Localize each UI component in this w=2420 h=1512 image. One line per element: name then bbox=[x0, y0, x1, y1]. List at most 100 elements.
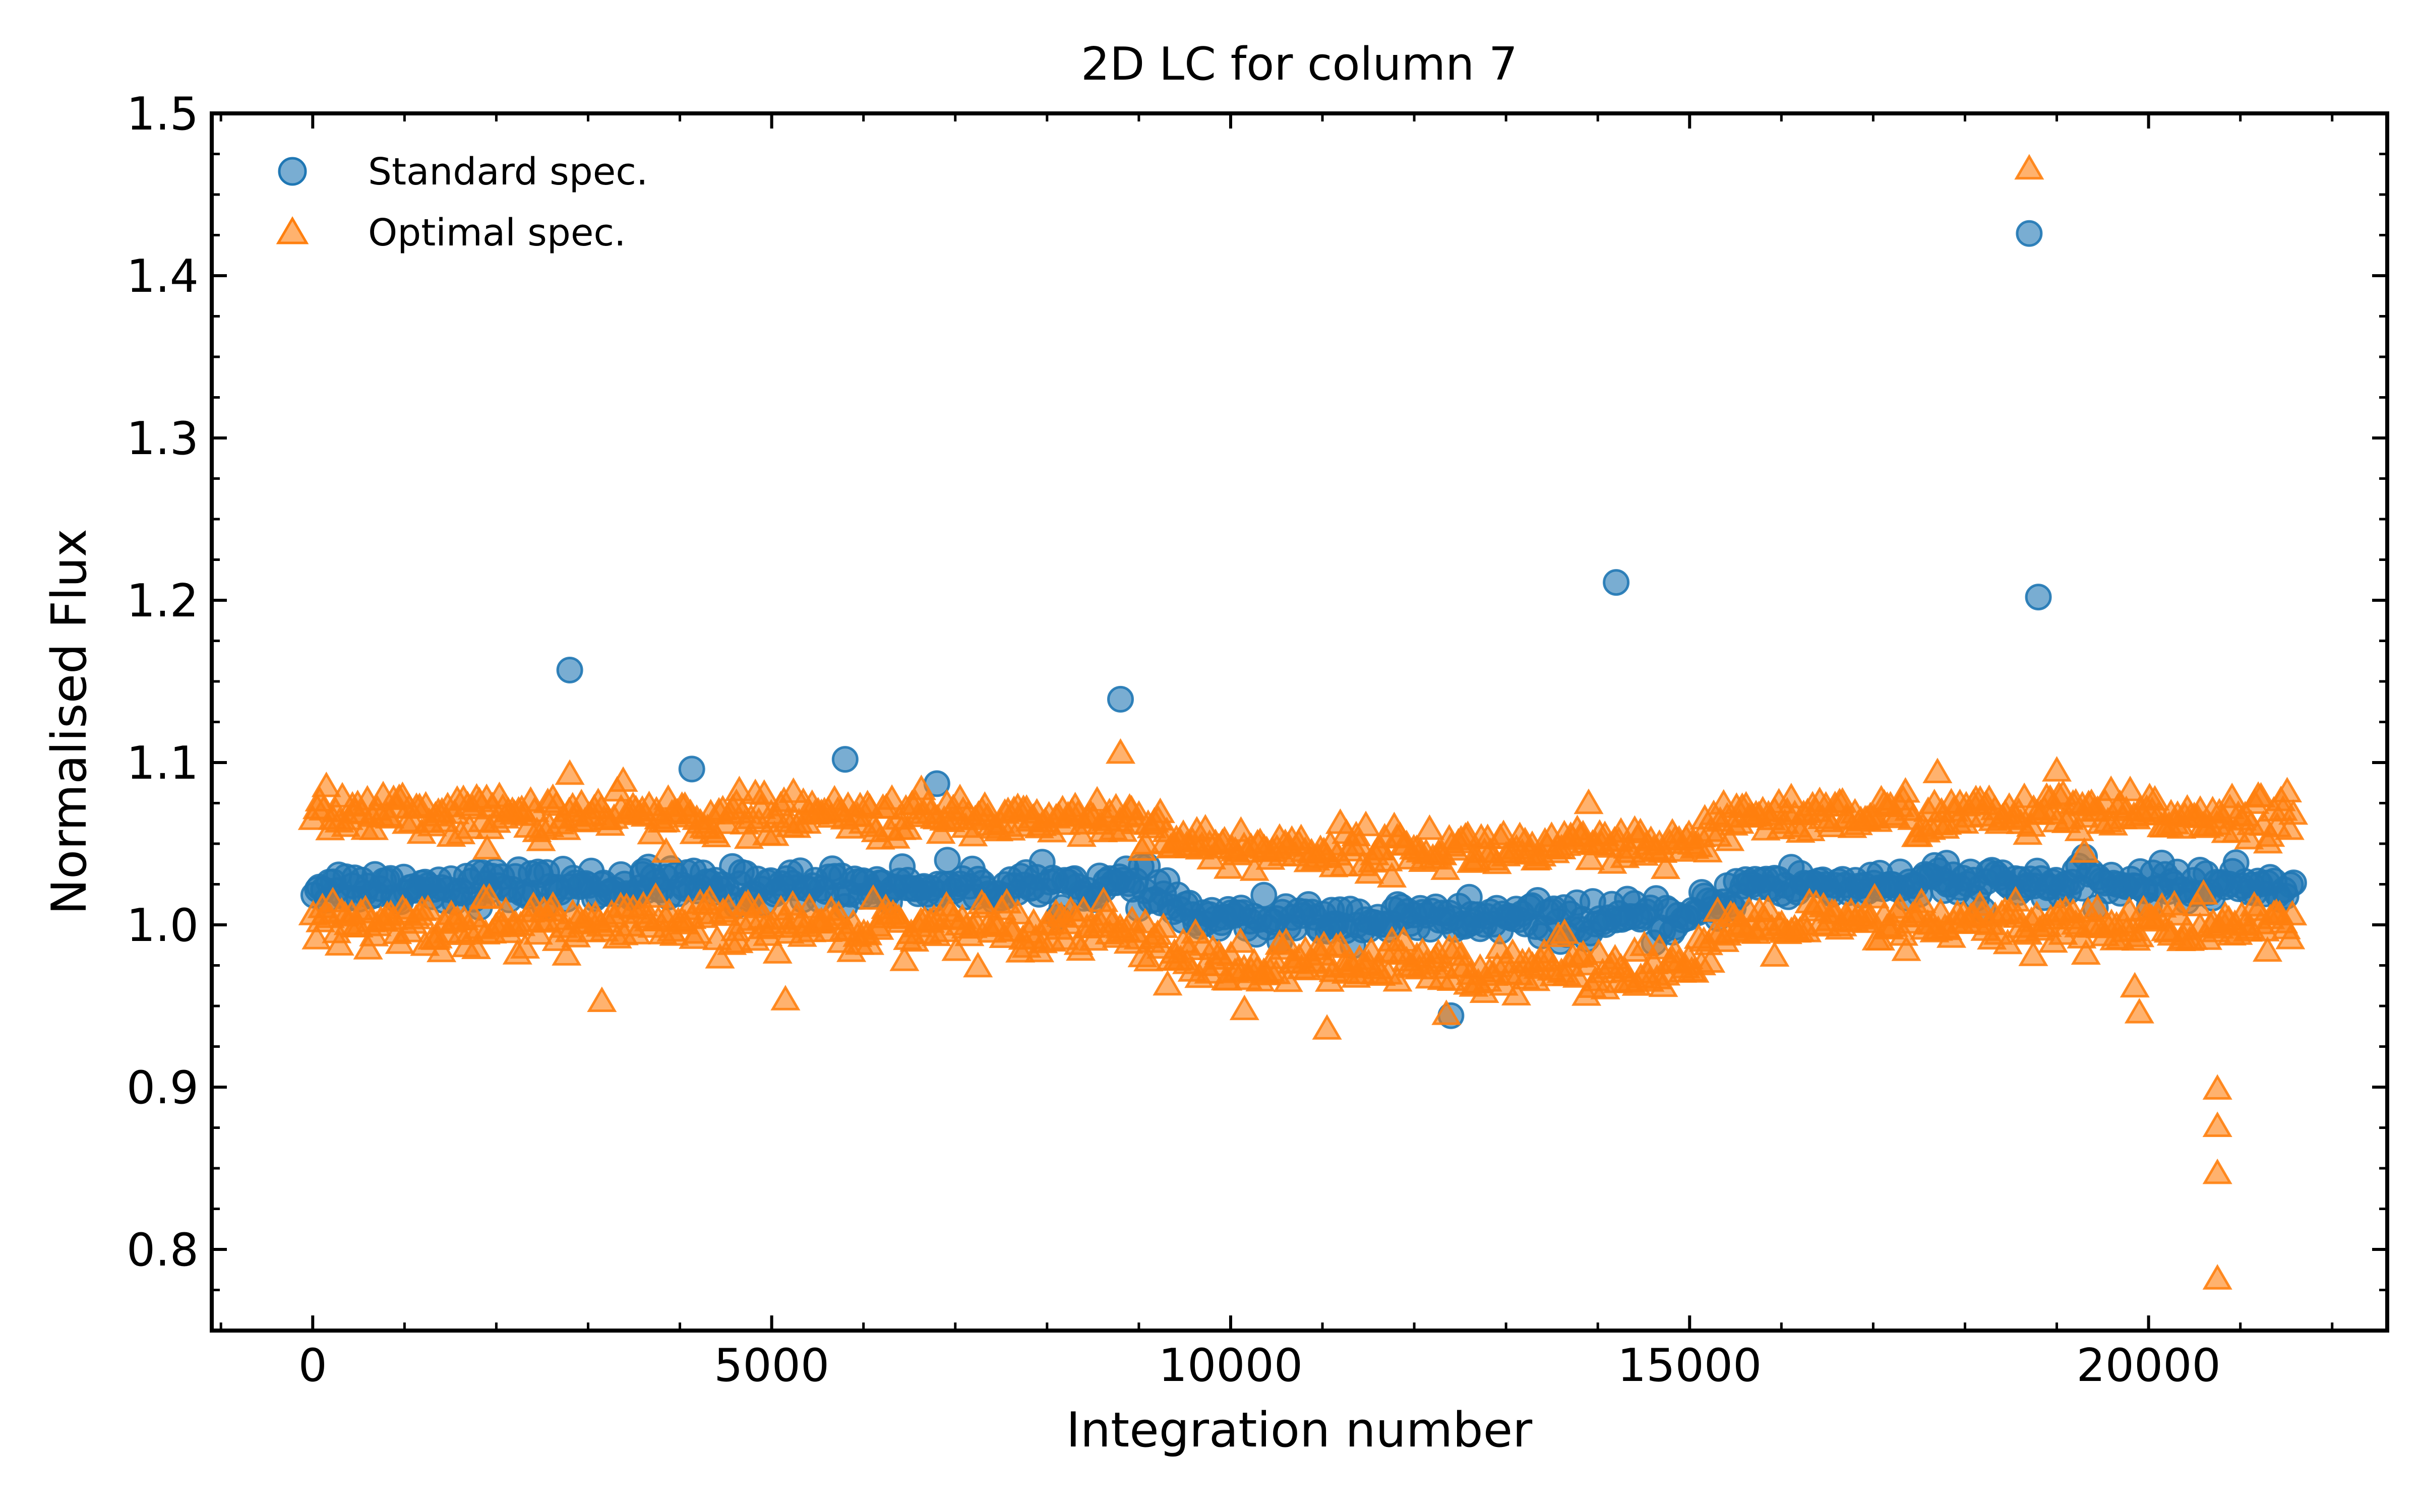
point-standard-spec-main bbox=[2280, 869, 2307, 897]
point-optimal-spec-lower bbox=[1936, 922, 1967, 948]
point-standard-spec-main bbox=[1250, 881, 1278, 909]
outlier-optimal-spec bbox=[2202, 1264, 2232, 1290]
point-optimal-spec-lower bbox=[1549, 918, 1580, 944]
point-optimal-spec-lower bbox=[2125, 921, 2155, 948]
point-optimal-spec-upper bbox=[1329, 851, 1359, 876]
point-optimal-spec-lower bbox=[941, 935, 972, 961]
outlier-optimal-spec bbox=[2202, 1111, 2232, 1137]
point-optimal-spec-upper bbox=[1890, 777, 1920, 803]
y-tick-label: 0.8 bbox=[127, 1224, 199, 1277]
outlier-optimal-spec bbox=[1312, 1014, 1342, 1040]
outlier-optimal-spec bbox=[651, 837, 681, 863]
legend-marker-standard bbox=[278, 157, 307, 186]
point-optimal-spec-lower bbox=[1271, 927, 1301, 954]
point-optimal-spec-lower bbox=[2018, 940, 2048, 966]
point-optimal-spec-lower bbox=[1133, 946, 1164, 972]
point-optimal-spec-upper bbox=[1488, 820, 1519, 845]
point-optimal-spec-lower bbox=[1382, 966, 1413, 992]
point-optimal-spec-upper bbox=[1715, 825, 1745, 851]
point-optimal-spec-lower bbox=[324, 930, 354, 956]
point-optimal-spec-lower bbox=[353, 934, 383, 960]
point-optimal-spec-upper bbox=[2246, 782, 2276, 808]
point-optimal-spec-lower bbox=[510, 933, 540, 959]
y-tick-label: 1.1 bbox=[127, 737, 199, 790]
point-optimal-spec-upper bbox=[1066, 821, 1097, 847]
point-optimal-spec-upper bbox=[1351, 810, 1381, 837]
point-optimal-spec-upper bbox=[1692, 837, 1723, 863]
outlier-standard-spec bbox=[630, 858, 657, 885]
chart-title: 2D LC for column 7 bbox=[1081, 38, 1518, 91]
point-optimal-spec-lower bbox=[683, 918, 713, 944]
x-axis-label: Integration number bbox=[1066, 1403, 1533, 1458]
outlier-standard-spec bbox=[1107, 685, 1134, 713]
point-optimal-spec-upper bbox=[892, 814, 923, 840]
y-tick-label: 1.5 bbox=[127, 88, 199, 141]
point-optimal-spec-lower bbox=[858, 884, 888, 910]
outlier-standard-spec bbox=[831, 746, 859, 773]
outlier-optimal-spec bbox=[2120, 972, 2150, 998]
point-optimal-spec-lower bbox=[762, 938, 793, 964]
point-optimal-spec-upper bbox=[2064, 815, 2094, 841]
outlier-standard-spec bbox=[1933, 850, 1960, 877]
axes-layer: 0 5000 10000 15000 20000 0.8 0.9 1.0 1.1 1.2 1.3 1.… bbox=[127, 88, 2389, 1392]
outlier-optimal-spec bbox=[2202, 1158, 2232, 1184]
point-optimal-spec-lower bbox=[2275, 923, 2306, 950]
point-optimal-spec-upper bbox=[2274, 814, 2305, 840]
point-optimal-spec-lower bbox=[1225, 927, 1256, 953]
point-optimal-spec-upper bbox=[1213, 853, 1244, 879]
outlier-optimal-spec bbox=[770, 985, 801, 1011]
points-layer bbox=[297, 154, 2309, 1290]
point-optimal-spec-upper bbox=[2115, 775, 2145, 801]
y-tick-label: 1.3 bbox=[127, 412, 199, 465]
point-optimal-spec-lower bbox=[1388, 926, 1419, 952]
outlier-optimal-spec bbox=[2202, 1074, 2232, 1100]
point-optimal-spec-upper bbox=[608, 766, 638, 792]
point-optimal-spec-lower bbox=[1501, 980, 1532, 1005]
outlier-standard-spec bbox=[678, 755, 705, 783]
point-optimal-spec-upper bbox=[1344, 830, 1374, 855]
point-optimal-spec-lower bbox=[889, 946, 920, 971]
point-optimal-spec-lower bbox=[461, 933, 492, 959]
point-optimal-spec-lower bbox=[2252, 936, 2283, 962]
x-tick-label: 5000 bbox=[714, 1339, 829, 1392]
point-optimal-spec-upper bbox=[2234, 824, 2264, 850]
point-optimal-spec-lower bbox=[1562, 962, 1592, 988]
point-optimal-spec-lower bbox=[1859, 883, 1890, 909]
legend: Standard spec. Optimal spec. bbox=[276, 150, 648, 255]
plot-frame bbox=[210, 111, 2389, 1333]
point-optimal-spec-lower bbox=[1148, 912, 1179, 938]
point-optimal-spec-upper bbox=[1430, 854, 1461, 880]
point-optimal-spec-lower bbox=[2071, 939, 2101, 965]
y-axis-label: Normalised Flux bbox=[42, 529, 97, 915]
point-optimal-spec-upper bbox=[724, 776, 754, 801]
point-optimal-spec-lower bbox=[1753, 895, 1783, 920]
outlier-optimal-spec bbox=[2014, 154, 2044, 180]
outlier-optimal-spec bbox=[587, 986, 617, 1012]
outlier-optimal-spec bbox=[1922, 758, 1953, 783]
point-optimal-spec-lower bbox=[705, 942, 735, 969]
point-optimal-spec-upper bbox=[1377, 862, 1407, 888]
outlier-optimal-spec bbox=[1229, 994, 1259, 1021]
outlier-optimal-spec bbox=[1431, 999, 1462, 1025]
point-optimal-spec-upper bbox=[2278, 799, 2309, 825]
outlier-optimal-spec bbox=[2124, 997, 2154, 1024]
point-optimal-spec-lower bbox=[854, 929, 885, 955]
point-optimal-spec-lower bbox=[2277, 900, 2308, 926]
x-tick-label: 20000 bbox=[2076, 1339, 2220, 1392]
point-optimal-spec-upper bbox=[1145, 797, 1175, 824]
point-optimal-spec-upper bbox=[1414, 814, 1445, 840]
point-optimal-spec-lower bbox=[1003, 899, 1033, 924]
point-optimal-spec-lower bbox=[474, 883, 504, 909]
legend-label-optimal: Optimal spec. bbox=[368, 211, 626, 255]
x-tick-label: 10000 bbox=[1159, 1339, 1303, 1392]
outlier-standard-spec bbox=[1603, 569, 1630, 596]
outlier-optimal-spec bbox=[2042, 756, 2072, 782]
legend-marker-optimal bbox=[276, 216, 309, 244]
point-optimal-spec-upper bbox=[1650, 853, 1681, 879]
outlier-optimal-spec bbox=[1574, 788, 1604, 814]
outlier-standard-spec bbox=[1456, 884, 1483, 911]
point-optimal-spec-upper bbox=[749, 779, 779, 805]
x-tick-label: 15000 bbox=[1617, 1339, 1762, 1392]
point-optimal-spec-lower bbox=[1153, 970, 1183, 996]
point-optimal-spec-lower bbox=[963, 952, 993, 978]
